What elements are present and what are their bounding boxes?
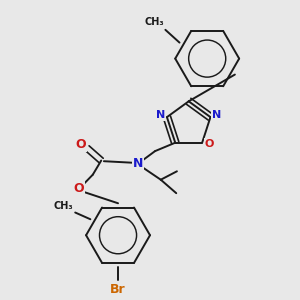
Text: CH₃: CH₃ — [144, 17, 164, 27]
Text: N: N — [156, 110, 166, 120]
Text: O: O — [76, 138, 86, 151]
Text: N: N — [133, 157, 143, 170]
Text: O: O — [205, 140, 214, 149]
Text: N: N — [212, 110, 221, 120]
Text: Br: Br — [110, 283, 126, 296]
Text: O: O — [74, 182, 84, 195]
Text: CH₃: CH₃ — [54, 201, 74, 211]
